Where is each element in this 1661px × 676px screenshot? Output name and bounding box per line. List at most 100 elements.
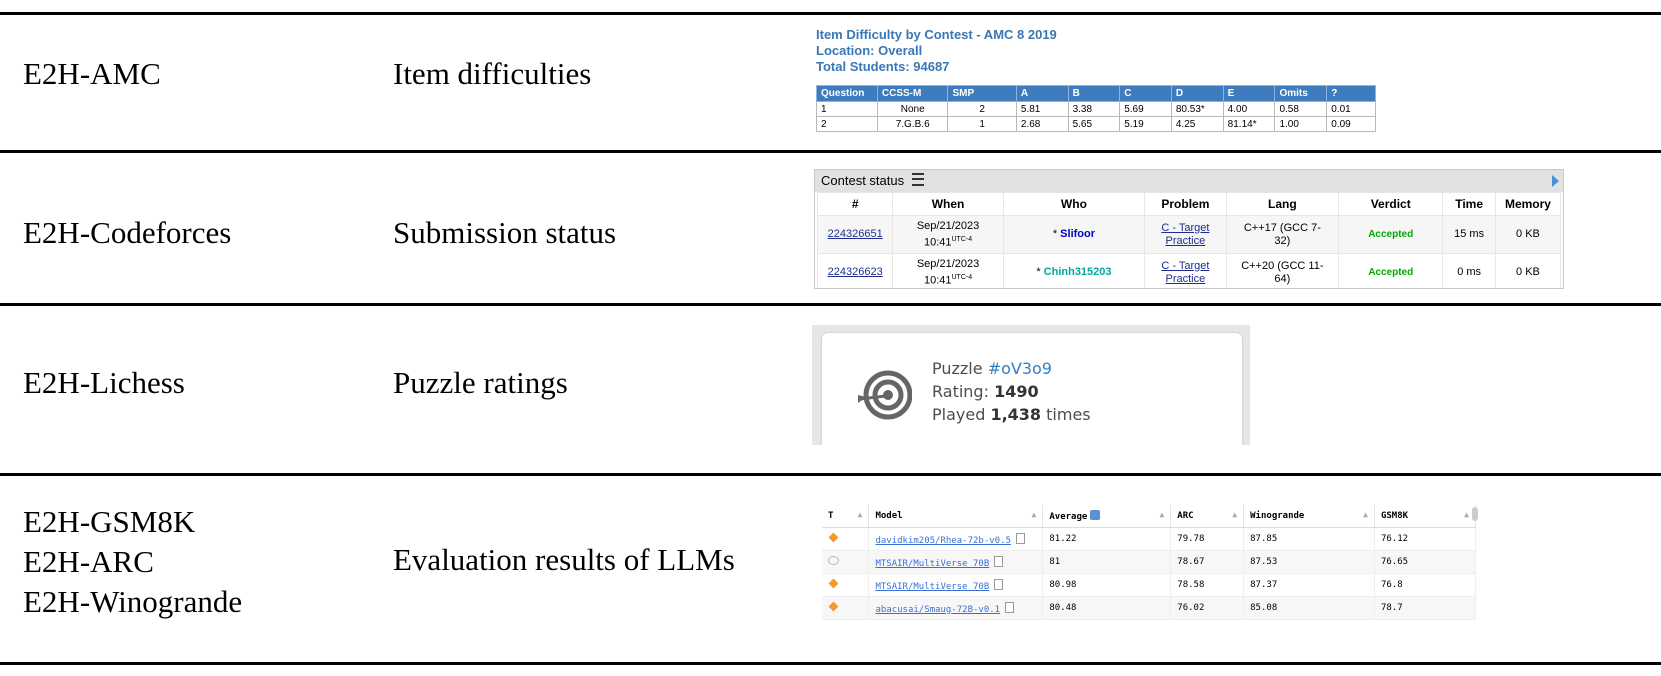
top-rule: [0, 12, 1661, 15]
table-row: davidkim205/Rhea-72b-v0.5 81.22 79.78 87…: [822, 527, 1477, 551]
problem-link[interactable]: C - Target Practice: [1161, 260, 1209, 285]
table-row: 2 7.G.B.6 1 2.68 5.65 5.19 4.25 81.14* 1…: [816, 116, 1376, 132]
user-link[interactable]: Chinh315203: [1043, 266, 1112, 278]
submission-id-link[interactable]: 224326651: [827, 228, 883, 240]
diamond-icon: [828, 532, 839, 543]
model-link[interactable]: davidkim205/Rhea-72b-v0.5: [875, 535, 1011, 546]
wino-cell: 87.53: [1243, 550, 1375, 574]
rating-value: 1490: [994, 382, 1039, 401]
chat-icon: [828, 556, 839, 565]
cf-header: Problem: [1144, 192, 1227, 216]
problem-name: C - Target: [1161, 259, 1210, 272]
amc-header: B: [1067, 85, 1121, 102]
sort-icon[interactable]: ▲: [1031, 510, 1037, 519]
amc-cell: 5.19: [1119, 116, 1172, 132]
amc-cell: None: [876, 101, 949, 117]
target-icon: [858, 370, 912, 420]
exec-time: 0 ms: [1442, 253, 1496, 288]
arc-cell: 76.02: [1170, 596, 1245, 620]
llm-header-winogrande[interactable]: Winogrande ▲: [1243, 505, 1375, 528]
gsm-cell: 78.7: [1374, 596, 1477, 620]
scrollbar-thumb[interactable]: [1472, 507, 1478, 521]
amc-cell: 5.81: [1015, 101, 1069, 117]
row-divider-2: [0, 303, 1661, 306]
arc-cell: 78.58: [1170, 573, 1245, 597]
diamond-icon: [828, 601, 839, 612]
llm-header-average[interactable]: Average ▲: [1042, 505, 1172, 528]
amc-cell: 2: [947, 101, 1017, 117]
document-icon[interactable]: [1005, 601, 1015, 613]
puzzle-id-link[interactable]: #oV3o9: [987, 359, 1052, 378]
dataset-name-arc: E2H-ARC: [23, 544, 154, 579]
model-link[interactable]: MTSAIR/MultiVerse_70B: [875, 581, 990, 592]
wino-cell: 87.85: [1243, 527, 1375, 551]
contest-status-title: Contest status: [821, 173, 905, 188]
dataset-name-amc: E2H-AMC: [23, 56, 161, 91]
avg-cell: 81.22: [1042, 527, 1172, 551]
llm-header-arc[interactable]: ARC ▲: [1170, 505, 1245, 528]
played-line: Played 1,438 times: [932, 403, 1091, 426]
table-row: 1 None 2 5.81 3.38 5.69 80.53* 4.00 0.58…: [816, 101, 1376, 117]
dataset-name-lichess: E2H-Lichess: [23, 365, 185, 400]
sort-icon[interactable]: ▲: [1159, 510, 1165, 519]
wino-cell: 85.08: [1243, 596, 1375, 620]
arc-cell: 78.67: [1170, 550, 1245, 574]
amc-cell: 1: [947, 116, 1017, 132]
amc-header: Question: [816, 85, 878, 102]
codeforces-status-panel: Contest status # When Who Problem Lang V…: [814, 169, 1564, 289]
amc-header: Omits: [1274, 85, 1328, 102]
cf-header: Lang: [1225, 192, 1340, 216]
source-llm: Evaluation results of LLMs: [393, 542, 735, 577]
bottom-rule: [0, 662, 1661, 665]
diamond-icon: [828, 578, 839, 589]
sort-icon[interactable]: ▲: [1232, 510, 1238, 519]
table-row: abacusai/Smaug-72B-v0.1 80.48 76.02 85.0…: [822, 596, 1477, 620]
document-icon[interactable]: [1015, 532, 1025, 544]
row-divider-3: [0, 473, 1661, 476]
info-badge-icon: [1090, 510, 1101, 520]
problem-link[interactable]: C - Target Practice: [1161, 222, 1209, 247]
document-icon[interactable]: [994, 555, 1004, 567]
llm-header-type[interactable]: T ▲: [822, 505, 870, 528]
language: C++17 (GCC 7-: [1243, 221, 1321, 234]
model-link[interactable]: abacusai/Smaug-72B-v0.1: [875, 604, 1001, 615]
amc-header: D: [1170, 85, 1224, 102]
cf-header: Memory: [1494, 192, 1562, 216]
sort-icon[interactable]: ▲: [1464, 510, 1469, 519]
timezone: UTC-4: [951, 273, 973, 281]
amc-header: CCSS-M: [876, 85, 949, 102]
amc-cell: 7.G.B.6: [876, 116, 949, 132]
user-link[interactable]: Slifoor: [1060, 228, 1096, 240]
cf-header: Who: [1002, 192, 1146, 216]
amc-cell: 80.53*: [1170, 101, 1224, 117]
sort-icon[interactable]: ▲: [1363, 510, 1368, 519]
amc-header: SMP: [947, 85, 1017, 102]
memory: 0 KB: [1494, 253, 1562, 288]
gsm-cell: 76.8: [1374, 573, 1477, 597]
llm-leaderboard-panel: T ▲ Model ▲ Average ▲ ARC ▲ Winogrande ▲ GSM8…: [822, 505, 1482, 621]
sort-icon[interactable]: ▲: [857, 510, 863, 519]
amc-cell: 5.69: [1119, 101, 1172, 117]
rating-line: Rating: 1490: [932, 380, 1091, 403]
puzzle-info: Puzzle #oV3o9 Rating: 1490 Played 1,438 …: [932, 357, 1091, 426]
cf-header: #: [816, 192, 894, 216]
wino-cell: 87.37: [1243, 573, 1375, 597]
amc-item-difficulty-panel: Item Difficulty by Contest - AMC 8 2019 …: [816, 27, 1376, 135]
model-link[interactable]: MTSAIR/MultiVerse_70B: [875, 558, 990, 569]
document-icon[interactable]: [994, 578, 1004, 590]
gsm-cell: 76.12: [1374, 527, 1477, 551]
arc-cell: 79.78: [1170, 527, 1245, 551]
table-row: MTSAIR/MultiVerse_70B 80.98 78.58 87.37 …: [822, 573, 1477, 597]
played-label: Played: [932, 405, 991, 424]
cf-header: Time: [1442, 192, 1496, 216]
list-menu-icon[interactable]: [911, 173, 924, 186]
puzzle-label: Puzzle: [932, 359, 988, 378]
submission-id-link[interactable]: 224326623: [827, 266, 883, 278]
row-divider-1: [0, 150, 1661, 153]
language-cont: 64): [1274, 272, 1291, 285]
amc-cell: 0.01: [1326, 101, 1376, 117]
llm-header-gsm8k[interactable]: GSM8K ▲: [1374, 505, 1477, 528]
dataset-names-llm: E2H-GSM8K E2H-ARC E2H-Winogrande: [23, 502, 242, 622]
arrow-right-icon[interactable]: [1552, 175, 1559, 187]
llm-header-model[interactable]: Model ▲: [868, 505, 1044, 528]
